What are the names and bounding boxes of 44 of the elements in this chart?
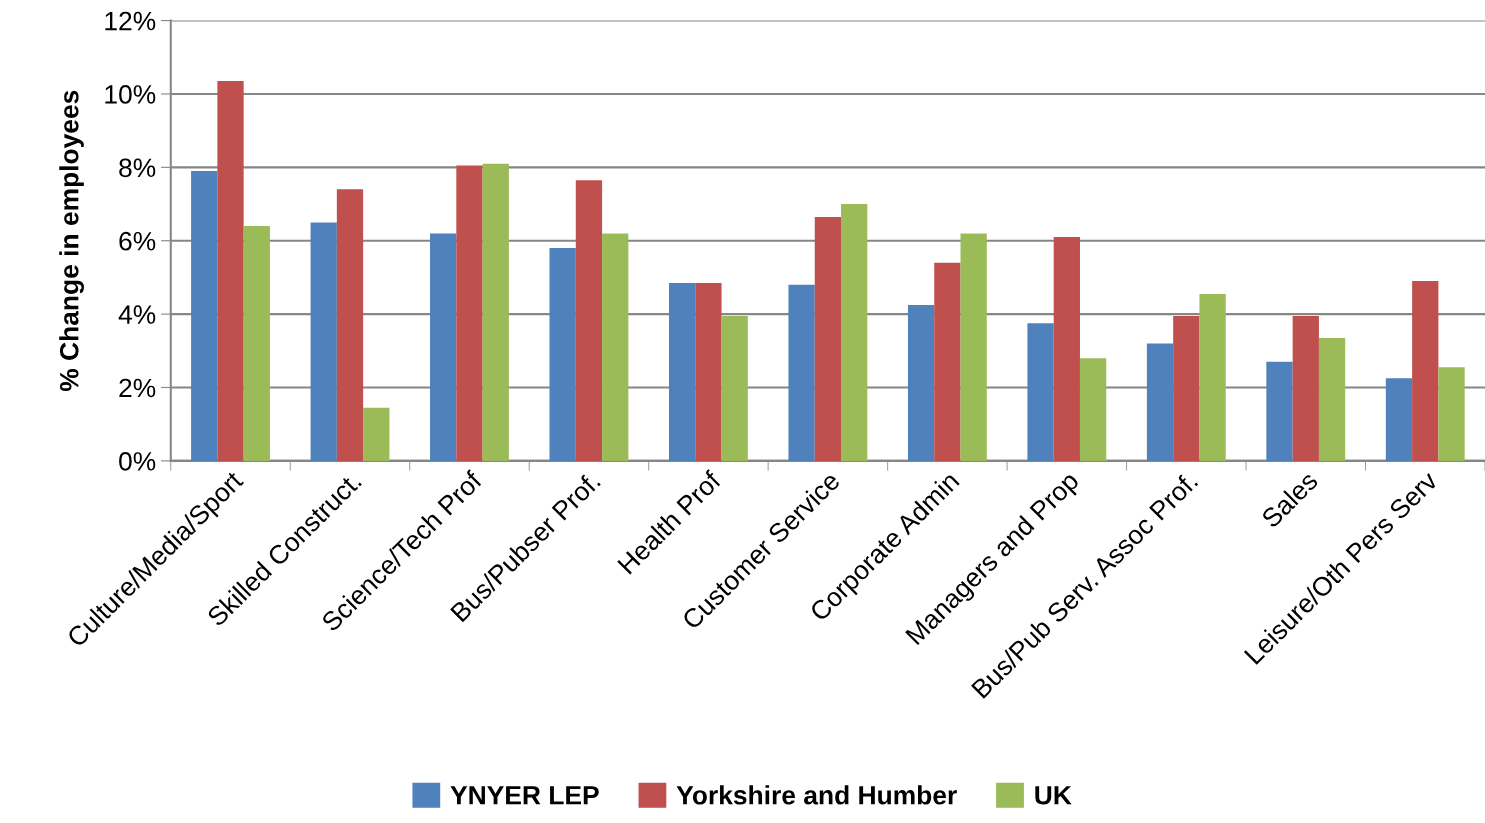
bar	[602, 233, 629, 461]
bar	[456, 165, 483, 461]
y-tick-label: 2%	[119, 378, 156, 398]
bar	[1027, 323, 1054, 461]
bar	[482, 163, 509, 461]
bar	[1079, 358, 1107, 461]
bar	[549, 248, 576, 461]
bar	[1412, 281, 1439, 461]
bar	[1053, 237, 1080, 461]
legend-label: YNYER LEP	[450, 786, 599, 805]
bar	[1385, 378, 1413, 461]
y-tick-label: 6%	[119, 231, 156, 251]
y-tick-label: 0%	[119, 452, 156, 471]
bar	[960, 233, 987, 461]
bar	[1146, 343, 1174, 461]
bar	[721, 315, 748, 461]
legend-label: Yorkshire and Humber	[676, 785, 957, 805]
bar	[243, 226, 270, 461]
bar	[310, 222, 337, 461]
bar	[363, 407, 390, 461]
y-tick-label: 12%	[105, 11, 156, 31]
bar	[336, 189, 364, 461]
bar	[841, 204, 868, 461]
bar	[217, 81, 244, 461]
bar	[934, 262, 961, 461]
legend-label: UK	[1035, 786, 1072, 805]
bar	[1173, 315, 1200, 461]
bar	[1438, 367, 1465, 461]
y-tick-label: 10%	[105, 85, 156, 104]
bar	[1318, 337, 1346, 461]
bar	[575, 180, 603, 461]
bar	[814, 216, 842, 461]
bar	[430, 233, 457, 461]
bar	[788, 284, 815, 461]
bar	[695, 282, 722, 461]
bar	[1199, 293, 1226, 461]
bar	[1292, 315, 1319, 461]
y-tick-label: 8%	[119, 158, 156, 178]
y-tick-label: 4%	[118, 305, 156, 324]
y-axis-title: % Change in employees	[59, 90, 84, 392]
bar	[191, 171, 218, 461]
bar	[907, 304, 935, 461]
bar	[668, 282, 696, 461]
bar	[1266, 361, 1293, 461]
